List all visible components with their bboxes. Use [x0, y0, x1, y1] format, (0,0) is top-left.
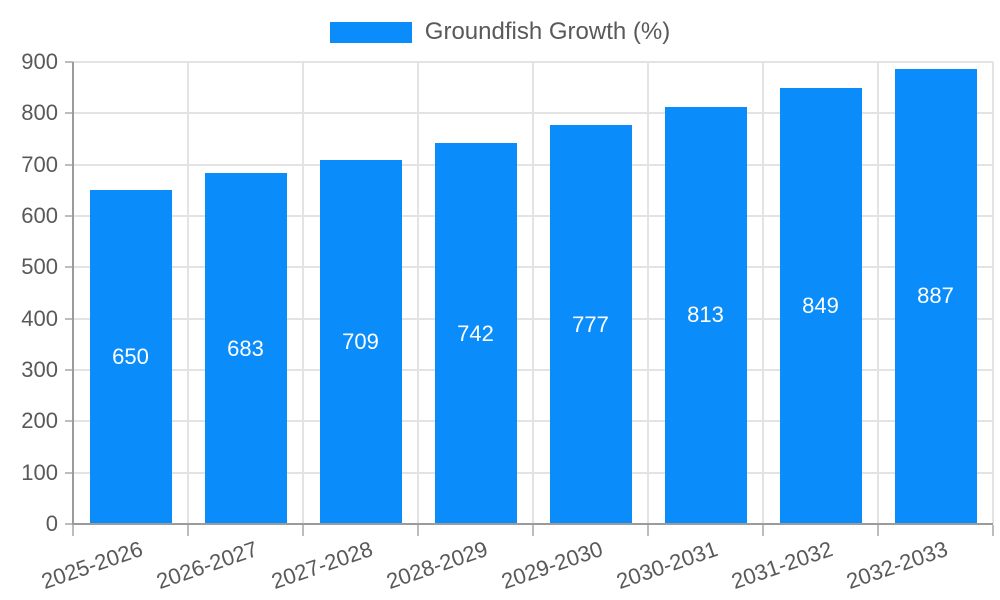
y-axis-tick-label: 100	[21, 459, 58, 485]
y-axis-tick-label: 800	[21, 100, 58, 126]
x-axis-tick	[72, 525, 74, 536]
gridline-vertical	[302, 62, 304, 524]
x-axis-tick	[647, 525, 649, 536]
x-axis-tick	[532, 525, 534, 536]
y-axis-tick	[65, 215, 73, 217]
bar[interactable]	[664, 106, 747, 523]
y-axis-tick	[65, 471, 73, 474]
bar-value-label: 849	[802, 293, 839, 319]
y-axis-tick-label: 600	[21, 203, 58, 228]
gridline-vertical	[187, 62, 189, 524]
bar-value-label: 813	[687, 302, 724, 328]
x-axis-tick	[302, 525, 304, 536]
y-axis-tick	[65, 523, 73, 525]
gridline-vertical	[992, 62, 994, 524]
bar-value-label: 709	[342, 329, 379, 355]
y-axis-tick-label: 900	[21, 49, 58, 74]
x-axis-tick-label: 2031-2032	[727, 536, 836, 594]
y-axis-tick-label: 400	[21, 305, 58, 331]
chart-legend[interactable]: Groundfish Growth (%)	[0, 18, 1000, 46]
gridline-vertical	[417, 62, 419, 524]
x-axis-tick	[187, 525, 189, 536]
x-axis-tick-label: 2028-2029	[382, 536, 491, 594]
legend-swatch-icon[interactable]	[329, 21, 412, 43]
x-axis-tick	[417, 525, 419, 536]
bar[interactable]	[779, 88, 862, 523]
x-axis-tick-label: 2025-2026	[37, 536, 146, 594]
x-axis-tick	[877, 525, 879, 536]
gridline-vertical	[647, 62, 649, 524]
x-axis-tick-label: 2032-2033	[842, 536, 951, 594]
legend-label[interactable]: Groundfish Growth (%)	[424, 18, 671, 45]
y-axis-tick	[65, 420, 73, 423]
gridline-vertical	[762, 62, 764, 524]
x-axis-tick-label: 2030-2031	[612, 536, 721, 594]
bar[interactable]	[319, 160, 402, 523]
bar-value-label: 777	[572, 311, 609, 337]
bar[interactable]	[89, 190, 172, 523]
y-axis-tick	[65, 61, 73, 63]
x-axis-tick	[992, 525, 994, 536]
y-axis-tick-label: 0	[45, 511, 58, 536]
bar-value-label: 650	[112, 344, 149, 370]
bar[interactable]	[434, 143, 517, 523]
bar[interactable]	[549, 125, 632, 523]
x-axis-tick	[762, 525, 764, 536]
bar-value-label: 683	[227, 335, 264, 361]
y-axis-line	[72, 62, 74, 526]
y-axis-tick	[65, 163, 73, 166]
y-axis-tick	[65, 317, 73, 320]
bar[interactable]	[204, 173, 287, 523]
y-axis-tick-label: 700	[21, 151, 58, 177]
x-axis-tick-label: 2029-2030	[497, 536, 606, 594]
gridline-vertical	[877, 62, 879, 524]
bar[interactable]	[894, 68, 977, 523]
y-axis-tick	[65, 266, 73, 269]
bar-value-label: 742	[457, 320, 494, 346]
gridline-vertical	[532, 62, 534, 524]
x-axis-tick-label: 2027-2028	[267, 536, 376, 594]
y-axis-tick-label: 300	[21, 357, 58, 382]
y-axis-tick-label: 500	[21, 254, 58, 280]
y-axis-tick	[65, 369, 73, 371]
y-axis-tick-label: 200	[21, 408, 58, 434]
y-axis-tick	[65, 112, 73, 115]
x-axis-tick-label: 2026-2027	[152, 536, 261, 594]
bar-value-label: 887	[917, 283, 954, 309]
x-axis-line	[73, 523, 993, 525]
